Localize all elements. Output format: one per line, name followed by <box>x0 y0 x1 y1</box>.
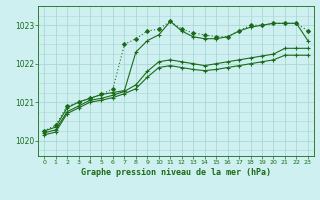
X-axis label: Graphe pression niveau de la mer (hPa): Graphe pression niveau de la mer (hPa) <box>81 168 271 177</box>
